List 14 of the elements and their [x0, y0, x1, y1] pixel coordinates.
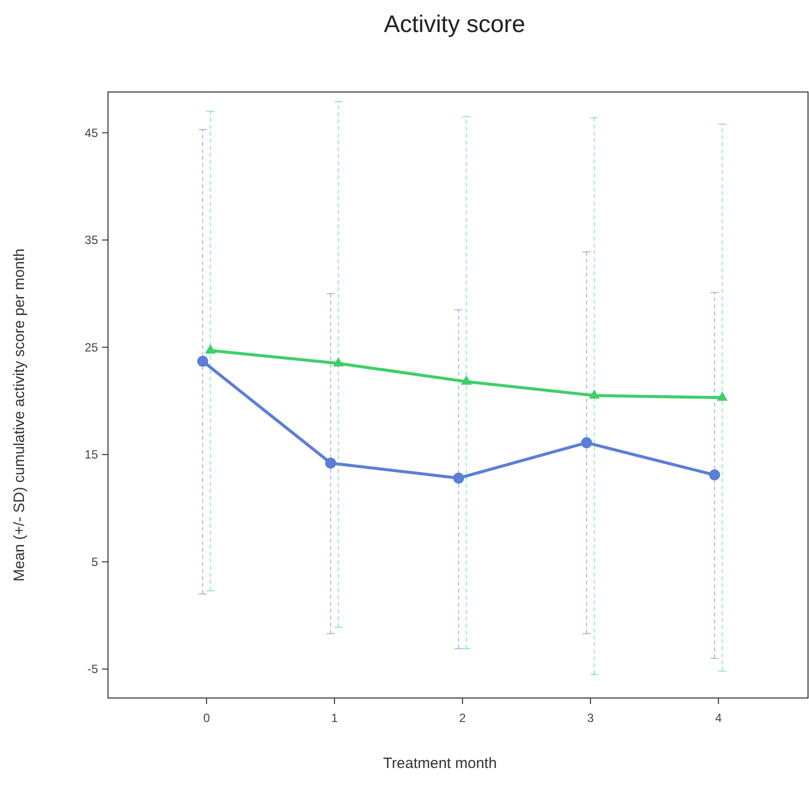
y-tick-label: 35 — [84, 233, 98, 248]
y-tick-label: 45 — [84, 126, 98, 140]
x-tick-label: 4 — [715, 711, 722, 725]
x-tick-label: 2 — [459, 711, 466, 725]
x-tick-label: 0 — [203, 711, 210, 725]
x-axis-title: Treatment month — [383, 755, 497, 772]
chart-title: Activity score — [384, 11, 526, 38]
y-axis-title: Mean (+/- SD) cumulative activity score per month — [11, 248, 28, 582]
x-tick-label: 1 — [331, 711, 338, 725]
y-tick-label: -5 — [87, 662, 98, 676]
y-tick-label: 5 — [91, 554, 98, 569]
y-tick-label: 25 — [84, 340, 98, 354]
y-tick-label: 15 — [84, 448, 98, 462]
x-tick-label: 3 — [587, 711, 594, 725]
